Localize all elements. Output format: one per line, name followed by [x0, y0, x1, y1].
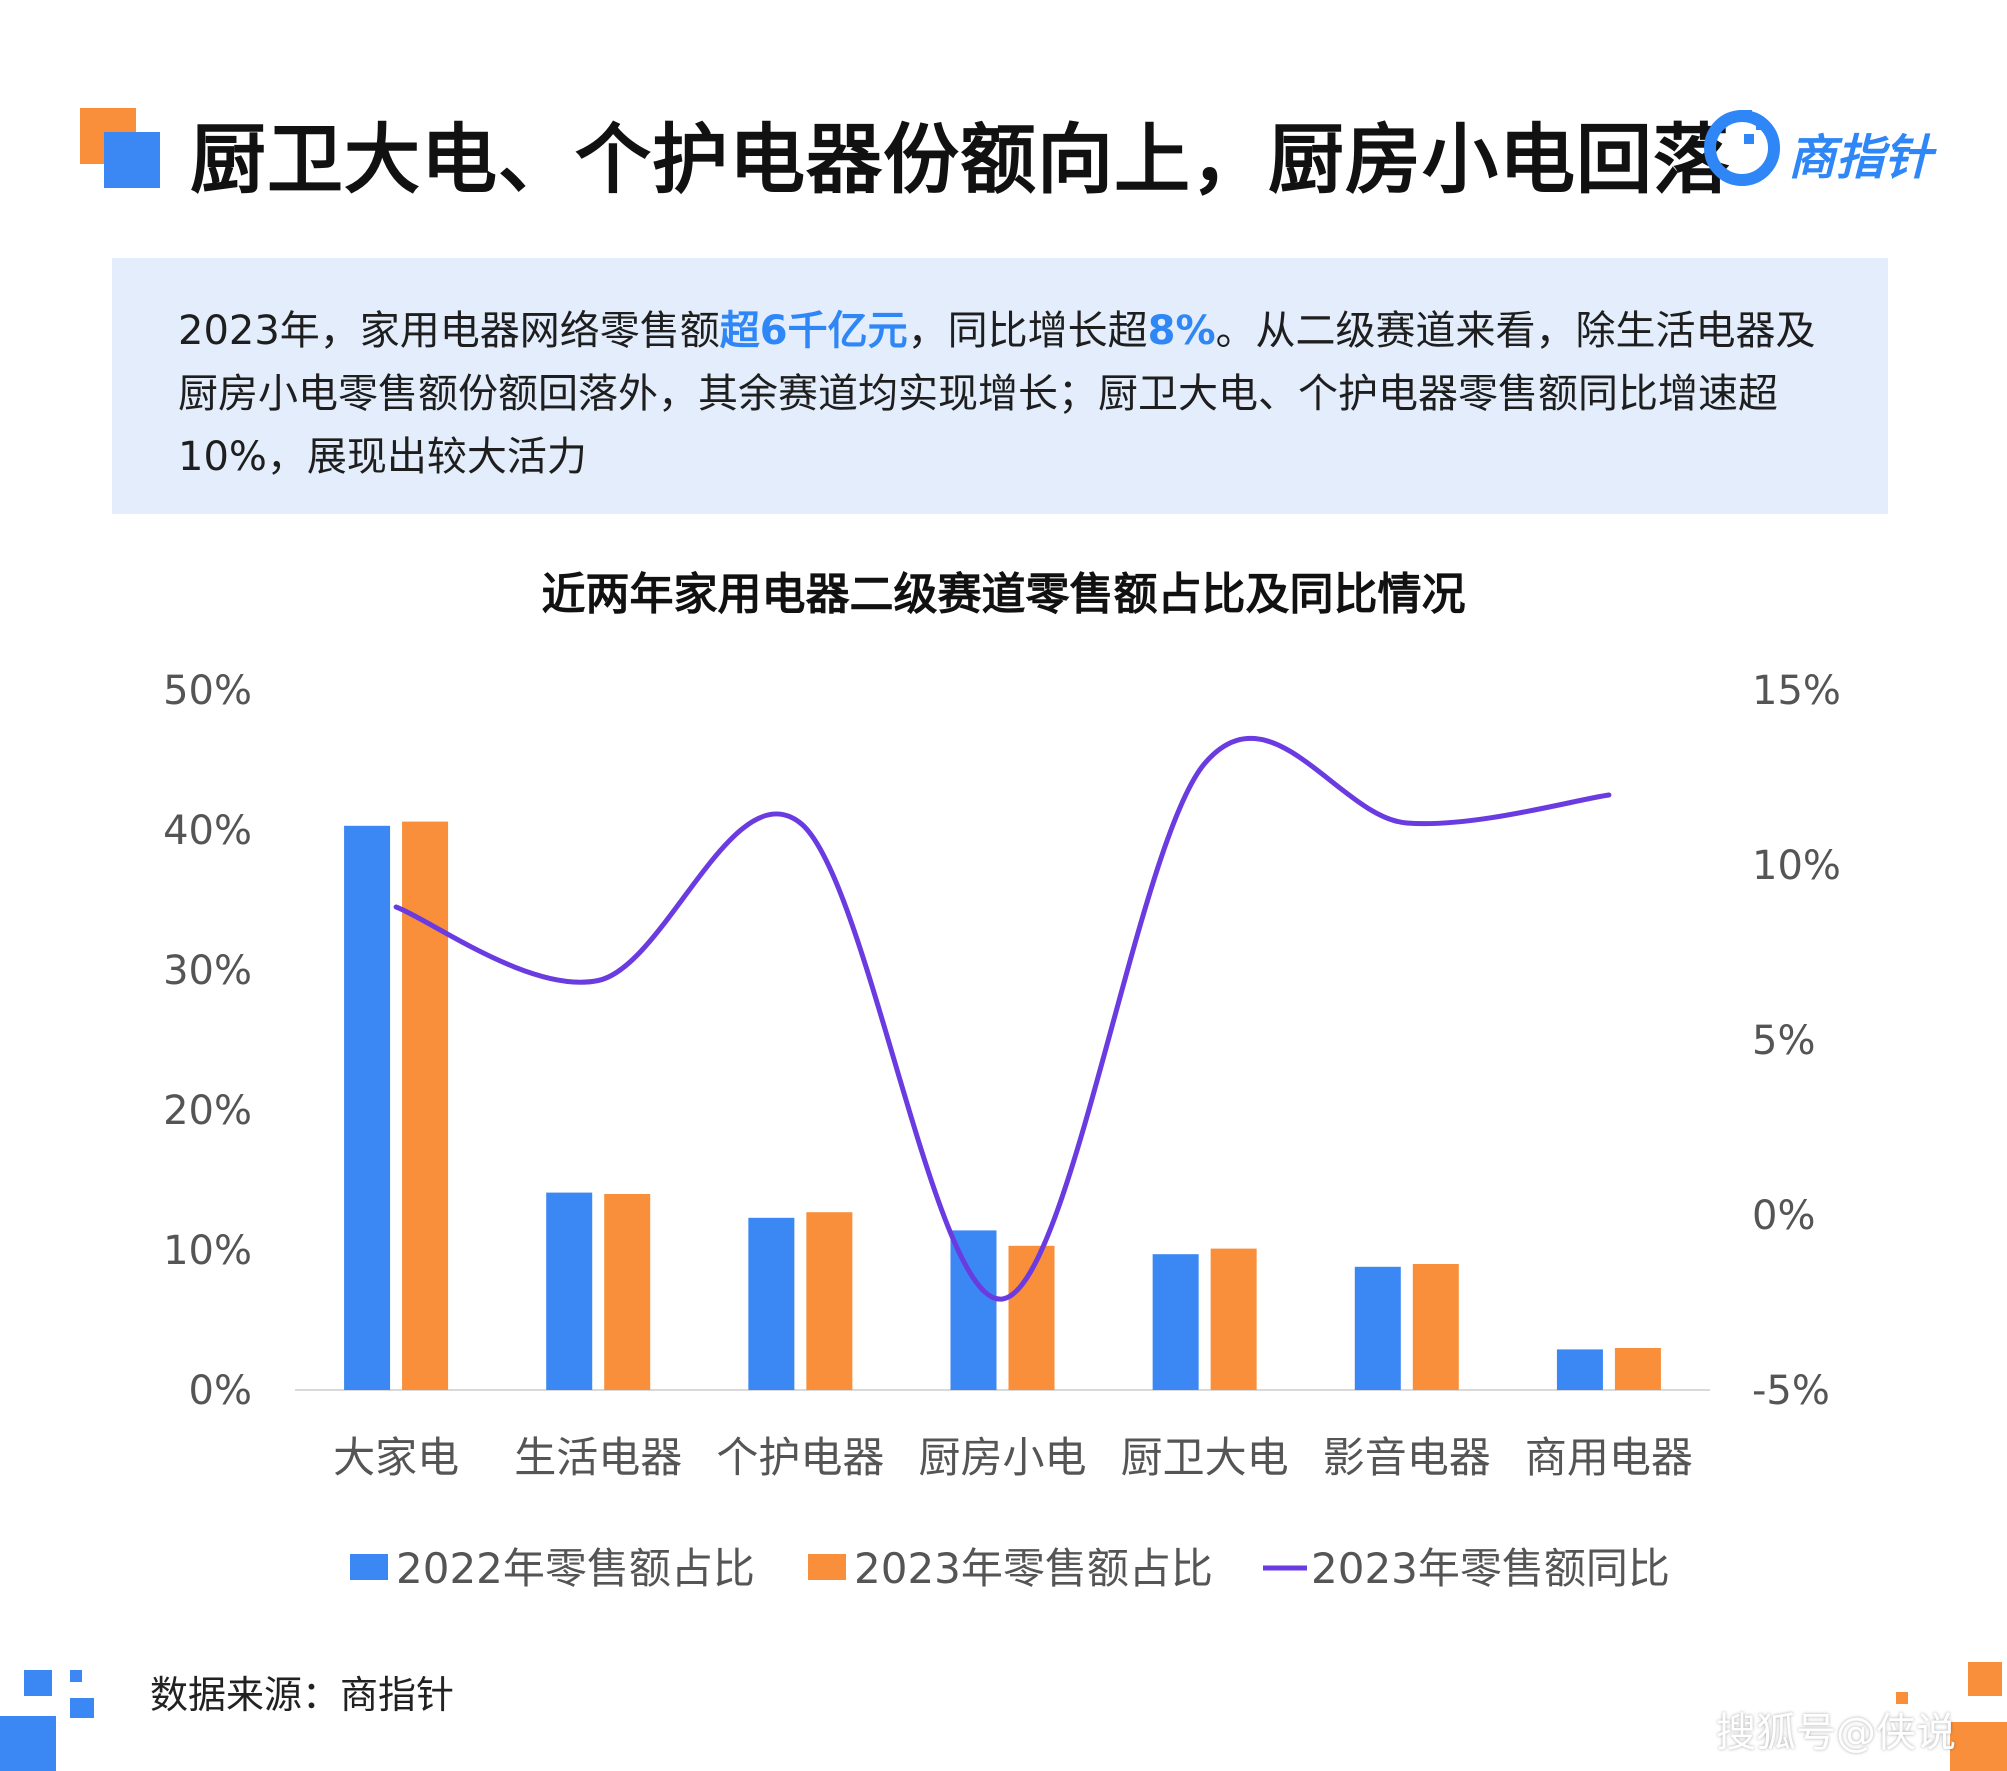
deco-square — [1950, 1722, 2007, 1771]
brand-logo: 商指针 — [1700, 100, 1950, 200]
watermark: 搜狐号@侠说 — [1716, 1710, 1956, 1756]
category-label: 生活电器 — [514, 1433, 682, 1482]
bar-2022-4 — [1152, 1254, 1199, 1390]
right-tick-label: -5% — [1752, 1368, 1830, 1414]
legend-swatch-1 — [808, 1554, 846, 1580]
legend-label-2: 2023年零售额同比 — [1311, 1544, 1670, 1593]
legend-label-0: 2022年零售额占比 — [396, 1544, 755, 1593]
bar-2022-3 — [950, 1230, 997, 1390]
bar-2022-6 — [1556, 1349, 1603, 1390]
bar-2023-1 — [604, 1194, 651, 1390]
bar-2022-1 — [546, 1192, 593, 1390]
summary-part-1: 2023年，家用电器网络零售额 — [178, 308, 720, 354]
bar-2023-2 — [806, 1212, 853, 1390]
right-tick-label: 15% — [1752, 668, 1841, 714]
deco-square — [70, 1670, 82, 1682]
category-label: 厨卫大电 — [1121, 1433, 1289, 1482]
category-label: 厨房小电 — [918, 1433, 1086, 1482]
left-tick-label: 50% — [163, 668, 252, 714]
chart: 0% 10% 20% 30% 40% 50% -5% 0% 5% 10% 15% 大家电 生活电器个… — [163, 668, 1841, 1593]
left-tick-label: 30% — [163, 948, 252, 994]
summary-part-2: ，同比增长超 — [907, 308, 1148, 354]
category-label: 商用电器 — [1525, 1433, 1693, 1482]
right-tick-label: 5% — [1752, 1018, 1815, 1064]
summary-box: 2023年，家用电器网络零售额超6千亿元，同比增长超8%。从二级赛道来看，除生活… — [112, 258, 1888, 514]
bar-2023-5 — [1412, 1264, 1459, 1390]
category-label: 大家电 — [333, 1433, 459, 1482]
category-label: 个护电器 — [716, 1433, 884, 1482]
right-tick-label: 0% — [1752, 1193, 1815, 1239]
right-tick-label: 10% — [1752, 843, 1841, 889]
deco-square — [70, 1698, 94, 1718]
bar-2023-6 — [1614, 1348, 1661, 1390]
deco-square — [1968, 1662, 2002, 1696]
growth-line — [393, 735, 1612, 1302]
data-source: 数据来源：商指针 — [150, 1673, 455, 1717]
bars — [344, 821, 1661, 1390]
right-axis: -5% 0% 5% 10% 15% — [1752, 668, 1841, 1414]
chart-title: 近两年家用电器二级赛道零售额占比及同比情况 — [541, 569, 1466, 620]
bar-2022-0 — [344, 825, 391, 1390]
logo-square-blue — [104, 132, 160, 188]
deco-square — [24, 1670, 52, 1696]
summary-highlight-growth: 8% — [1147, 308, 1216, 354]
category-labels: 大家电 生活电器 个护电器 厨房小电 厨卫大电 影音电器 商用电器 — [333, 1433, 1693, 1482]
growth-line-path — [393, 735, 1612, 1302]
category-label: 影音电器 — [1323, 1433, 1491, 1482]
left-axis: 0% 10% 20% 30% 40% 50% — [163, 668, 252, 1414]
left-tick-label: 10% — [163, 1228, 252, 1274]
brand-name: 商指针 — [1788, 130, 1933, 186]
deco-square — [0, 1716, 56, 1771]
page-title: 厨卫大电、个护电器份额向上，厨房小电回落 — [190, 115, 1730, 204]
bar-2022-5 — [1354, 1266, 1401, 1390]
legend-label-1: 2023年零售额占比 — [854, 1544, 1213, 1593]
left-tick-label: 0% — [189, 1368, 252, 1414]
summary-highlight-amount: 超6千亿元 — [719, 308, 908, 354]
bar-2023-0 — [402, 821, 449, 1390]
legend: 2022年零售额占比 2023年零售额占比 2023年零售额同比 — [350, 1544, 1670, 1593]
bar-2022-2 — [748, 1217, 795, 1390]
legend-swatch-0 — [350, 1554, 388, 1580]
summary-text: 2023年，家用电器网络零售额超6千亿元，同比增长超8%。从二级赛道来看，除生活… — [178, 300, 1848, 489]
bar-2023-4 — [1210, 1248, 1257, 1390]
left-tick-label: 40% — [163, 808, 252, 854]
summary-part-3: 。从二级赛道来看，除生活电器及厨房小电零售额份额回落外，其余赛道均实现增长；厨卫… — [178, 308, 1816, 480]
left-tick-label: 20% — [163, 1088, 252, 1134]
deco-square — [1896, 1692, 1908, 1704]
brand-logo-icon — [1704, 110, 1780, 186]
